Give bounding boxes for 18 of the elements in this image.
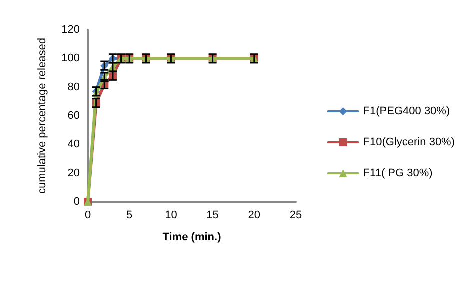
- x-tick-label: 25: [290, 210, 302, 222]
- x-tick-label: 15: [206, 210, 219, 222]
- legend-label: F11( PG 30%): [363, 168, 433, 180]
- y-axis-title: cumulative percentage released: [36, 38, 48, 194]
- legend-label: F10(Glycerin 30%): [363, 136, 456, 148]
- x-tick-label: 20: [248, 210, 261, 222]
- y-tick-label: 20: [68, 167, 80, 180]
- x-tick-label: 5: [126, 210, 133, 222]
- y-tick-label: 60: [68, 110, 80, 122]
- x-tick-label: 0: [84, 210, 92, 222]
- y-tick-label: 0: [74, 196, 80, 208]
- y-tick-label: 40: [68, 138, 80, 151]
- x-tick-label: 10: [165, 210, 178, 222]
- x-axis-title: Time (min.): [162, 232, 222, 244]
- legend-label: F1(PEG400 30%): [363, 106, 450, 118]
- y-tick-label: 80: [68, 81, 80, 94]
- y-tick-label: 100: [62, 52, 80, 65]
- y-tick-label: 120: [62, 24, 80, 36]
